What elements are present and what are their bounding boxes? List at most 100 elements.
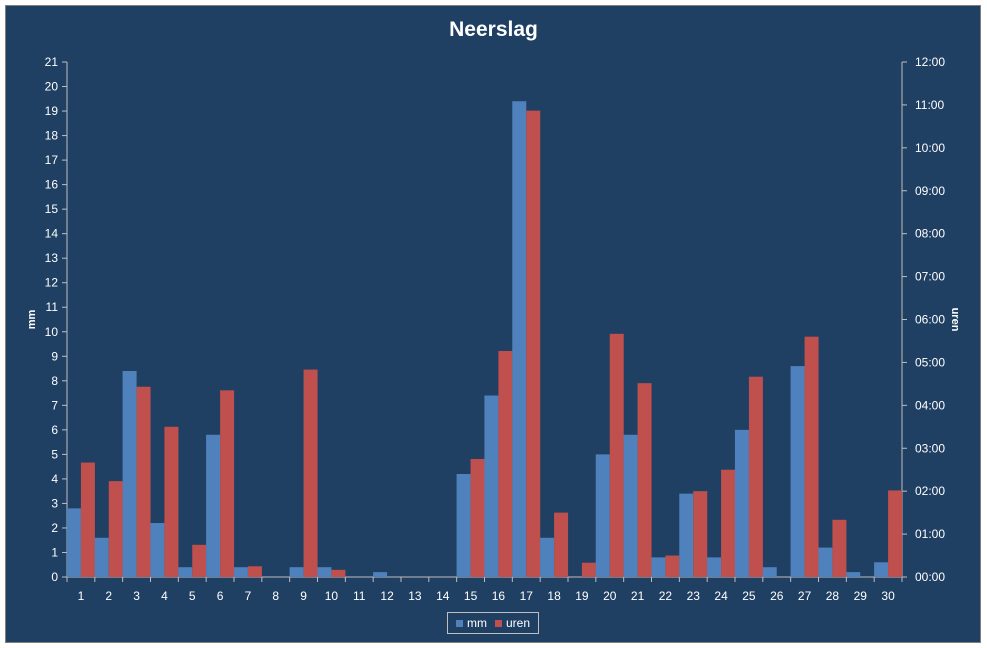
x-tick-label: 19 <box>575 589 589 603</box>
bar-mm <box>651 557 666 577</box>
x-tick-label: 18 <box>547 589 561 603</box>
y2-tick-label: 12:00 <box>915 55 945 69</box>
y2-tick-label: 10:00 <box>915 141 945 155</box>
y2-tick-label: 01:00 <box>915 527 945 541</box>
x-tick-label: 16 <box>492 589 506 603</box>
y-tick-label: 8 <box>51 374 58 388</box>
bar-uren <box>721 469 736 577</box>
y-tick-label: 17 <box>45 153 59 167</box>
y-tick-label: 1 <box>51 545 58 559</box>
y-tick-label: 16 <box>45 178 59 192</box>
x-tick-label: 22 <box>659 589 673 603</box>
bar-uren <box>526 110 541 577</box>
x-tick-label: 21 <box>631 589 645 603</box>
bar-uren <box>136 386 151 577</box>
bar-mm <box>317 567 332 577</box>
bar-mm <box>66 508 81 577</box>
x-tick-label: 15 <box>464 589 478 603</box>
bar-uren <box>804 336 819 577</box>
y2-tick-label: 11:00 <box>915 98 944 112</box>
x-tick-label: 29 <box>854 589 868 603</box>
y-tick-label: 21 <box>45 55 59 69</box>
bar-mm <box>540 537 555 577</box>
y-tick-label: 6 <box>51 423 58 437</box>
bar-mm <box>373 572 388 577</box>
bar-uren <box>331 569 346 577</box>
bar-uren <box>303 369 318 577</box>
bar-mm <box>94 537 109 577</box>
x-tick-label: 10 <box>325 589 339 603</box>
y-tick-label: 2 <box>51 521 58 535</box>
y-tick-label: 0 <box>51 570 58 584</box>
legend-swatch-uren <box>494 619 502 627</box>
bar-mm <box>762 567 777 577</box>
y-tick-label: 12 <box>45 276 59 290</box>
bar-mm <box>790 366 805 577</box>
bar-uren <box>470 458 485 577</box>
y-tick-label: 3 <box>51 496 58 510</box>
bar-mm <box>595 454 610 577</box>
legend-item-mm: mm <box>455 616 487 630</box>
bar-mm <box>206 434 221 577</box>
y-tick-label: 13 <box>45 251 59 265</box>
bar-uren <box>80 462 95 577</box>
legend-item-uren: uren <box>494 616 531 630</box>
bar-mm <box>679 493 694 577</box>
legend-label-uren: uren <box>505 616 531 630</box>
y2-tick-label: 09:00 <box>915 184 945 198</box>
bar-uren <box>637 383 652 577</box>
x-tick-label: 20 <box>603 589 617 603</box>
y2-tick-label: 06:00 <box>915 313 945 327</box>
x-tick-label: 3 <box>133 589 140 603</box>
bar-mm <box>734 429 749 577</box>
bar-mm <box>456 474 471 577</box>
legend-label-mm: mm <box>466 616 487 630</box>
bar-uren <box>832 519 847 577</box>
y-tick-label: 10 <box>45 325 59 339</box>
bar-uren <box>609 333 624 577</box>
x-tick-label: 24 <box>714 589 728 603</box>
chart-title: Neerslag <box>449 18 538 41</box>
x-tick-label: 11 <box>353 589 366 603</box>
y-tick-label: 19 <box>45 104 59 118</box>
bar-uren <box>498 350 513 577</box>
bar-mm <box>233 567 248 577</box>
bar-uren <box>220 390 235 577</box>
y-tick-label: 9 <box>51 349 58 363</box>
legend-swatch-mm <box>455 619 463 627</box>
x-tick-label: 30 <box>881 589 895 603</box>
bar-uren <box>164 426 179 577</box>
x-tick-label: 14 <box>436 589 450 603</box>
bar-uren <box>554 512 569 577</box>
x-tick-label: 12 <box>380 589 394 603</box>
bar-uren <box>888 490 903 577</box>
y2-tick-label: 07:00 <box>915 270 945 284</box>
legend: mm uren <box>447 612 539 634</box>
x-tick-label: 7 <box>245 589 252 603</box>
x-tick-label: 6 <box>217 589 224 603</box>
x-tick-label: 26 <box>770 589 784 603</box>
bar-mm <box>484 395 499 577</box>
x-tick-label: 27 <box>798 589 812 603</box>
y2-tick-label: 05:00 <box>915 355 945 369</box>
bar-mm <box>846 572 861 577</box>
x-tick-label: 5 <box>189 589 196 603</box>
y-tick-label: 11 <box>46 300 59 314</box>
x-tick-label: 13 <box>408 589 422 603</box>
x-tick-label: 4 <box>161 589 168 603</box>
y-tick-label: 5 <box>51 447 58 461</box>
bar-uren <box>581 562 596 577</box>
y-tick-label: 4 <box>51 472 58 486</box>
bar-mm <box>150 523 165 577</box>
x-tick-label: 8 <box>272 589 279 603</box>
bar-uren <box>693 491 708 577</box>
y-tick-label: 20 <box>45 80 59 94</box>
bar-uren <box>192 544 207 577</box>
bar-uren <box>247 566 262 577</box>
y-tick-label: 15 <box>45 202 59 216</box>
y-axis-title: mm <box>26 310 38 330</box>
bar-mm <box>707 557 722 577</box>
y2-tick-label: 02:00 <box>915 484 945 498</box>
y2-tick-label: 00:00 <box>915 570 945 584</box>
